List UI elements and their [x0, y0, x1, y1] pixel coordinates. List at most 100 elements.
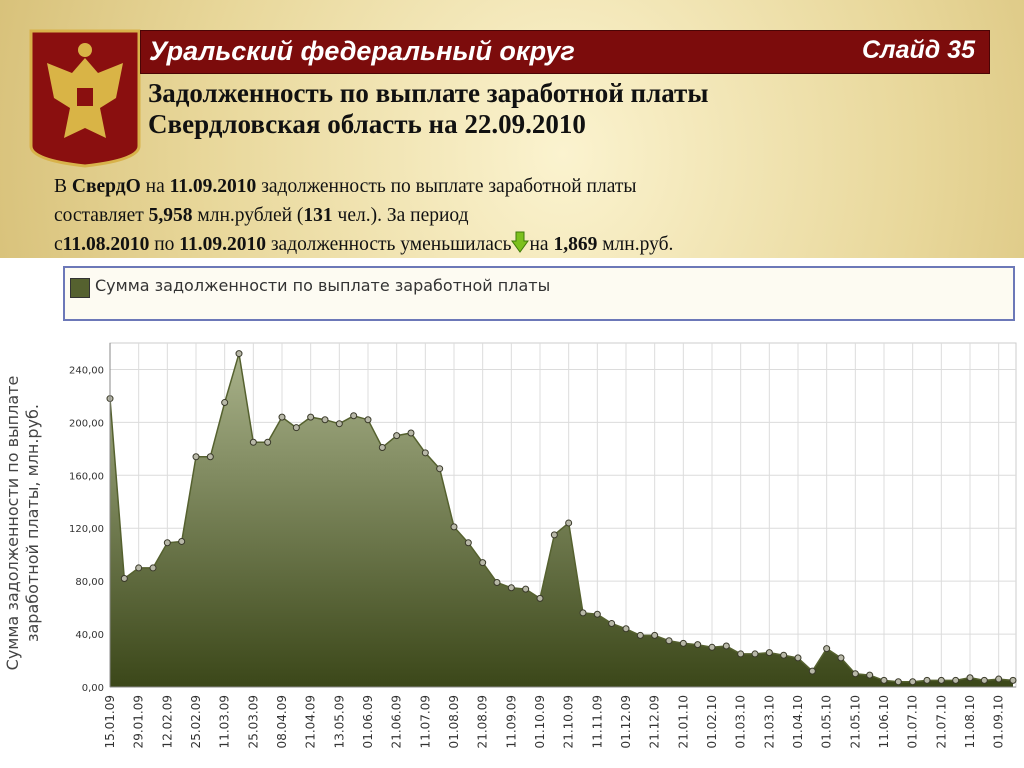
- x-tick-label: 29.01.09: [132, 695, 146, 748]
- x-tick-label: 25.02.09: [189, 695, 203, 748]
- x-tick-label: 21.06.09: [390, 695, 404, 748]
- y-tick-label: 40,00: [75, 630, 104, 641]
- point: [636, 631, 644, 639]
- point: [292, 424, 300, 432]
- point: [364, 416, 372, 424]
- point: [980, 676, 988, 684]
- x-tick-label: 01.03.10: [734, 695, 748, 748]
- text-run: млн.рублей (: [192, 205, 304, 226]
- legend-swatch: [70, 278, 90, 298]
- subtitle-line: Свердловская область на 22.09.2010: [148, 109, 586, 139]
- y-axis-label: Сумма задолженности по выплате заработно…: [3, 375, 42, 671]
- point: [421, 449, 429, 457]
- x-tick-label: 25.03.09: [246, 695, 260, 748]
- x-tick-label: 11.03.09: [218, 695, 232, 748]
- x-tick-label: 01.04.10: [791, 695, 805, 748]
- point: [608, 619, 616, 627]
- x-tick-label: 11.08.10: [963, 695, 977, 748]
- subtitle: Задолженность по выплате заработной плат…: [148, 78, 708, 140]
- point: [937, 676, 945, 684]
- text-run: задолженность по выплате заработной плат…: [256, 176, 637, 197]
- point: [550, 531, 558, 539]
- point: [249, 438, 257, 446]
- header-bar: Уральский федеральный округ Слайд 35: [140, 30, 990, 74]
- x-tick-label: 12.02.09: [160, 695, 174, 748]
- point: [823, 645, 831, 653]
- point: [307, 413, 315, 421]
- x-tick-label: 21.10.09: [562, 695, 576, 748]
- line: [109, 353, 1014, 683]
- slide-number: Слайд 35: [862, 36, 975, 64]
- x-tick-label: 01.08.09: [447, 695, 461, 748]
- y-tick-label: 160,00: [69, 471, 104, 482]
- text-run: на: [140, 176, 170, 197]
- text-run: составляет: [54, 205, 149, 226]
- point: [565, 519, 573, 527]
- point: [679, 639, 687, 647]
- y-tick-label: 240,00: [69, 365, 104, 376]
- y-tick-label: 120,00: [69, 524, 104, 535]
- emblem: [29, 29, 141, 168]
- text-run: на: [529, 234, 554, 255]
- text-run: 131: [303, 205, 333, 226]
- point: [794, 654, 802, 662]
- x-tick-label: 11.07.09: [418, 695, 432, 748]
- x-tick-label: 21.04.09: [304, 695, 318, 748]
- point: [579, 609, 587, 617]
- point: [1009, 676, 1017, 684]
- point: [221, 399, 229, 407]
- x-tick-label: 21.12.09: [648, 695, 662, 748]
- point: [192, 453, 200, 461]
- point: [393, 432, 401, 440]
- point: [851, 670, 859, 678]
- text-run: по: [149, 234, 180, 255]
- x-tick-label: 01.12.09: [619, 695, 633, 748]
- point: [995, 675, 1003, 683]
- x-tick-label: 21.05.10: [848, 695, 862, 748]
- x-tick-label: 01.05.10: [820, 695, 834, 748]
- x-tick-label: 21.01.10: [676, 695, 690, 748]
- subtitle-line: Задолженность по выплате заработной плат…: [148, 78, 709, 108]
- point: [866, 671, 874, 679]
- point: [593, 610, 601, 618]
- x-tick-label: 01.06.09: [361, 695, 375, 748]
- text-run: задолженность уменьшилась: [265, 234, 512, 255]
- point: [264, 438, 272, 446]
- text-run: млн.руб.: [597, 234, 674, 255]
- x-tick-label: 13.05.09: [332, 695, 346, 748]
- point: [120, 575, 128, 583]
- y-tick-label: 80,00: [75, 577, 104, 588]
- text-run: 5,958: [148, 205, 193, 226]
- point: [206, 453, 214, 461]
- x-tick-label: 01.02.10: [705, 695, 719, 748]
- header-title: Уральский федеральный округ: [149, 36, 575, 66]
- point: [708, 643, 716, 651]
- area: [110, 353, 1013, 687]
- point: [135, 564, 143, 572]
- x-tick-label: 11.06.10: [877, 695, 891, 748]
- legend: Сумма задолженности по выплате заработно…: [63, 266, 1015, 321]
- point: [665, 637, 673, 645]
- point: [335, 420, 343, 428]
- point: [235, 350, 243, 358]
- point: [722, 642, 730, 650]
- point: [536, 594, 544, 602]
- legend-label: Сумма задолженности по выплате заработно…: [95, 276, 551, 295]
- down-arrow-icon: [511, 231, 530, 253]
- chart: 15.01.09 29.01.09 12.02.09 25.02.09 11.03.09…: [69, 342, 1017, 748]
- point: [278, 413, 286, 421]
- text-run: чел.). За период: [332, 205, 469, 226]
- point: [765, 649, 773, 657]
- point: [837, 654, 845, 662]
- point: [149, 564, 157, 572]
- point: [651, 631, 659, 639]
- paragraph: В СвердО на 11.09.2010 задолженность по …: [54, 172, 673, 259]
- chart-panel: Сумма задолженности по выплате заработно…: [0, 258, 1024, 768]
- point: [622, 625, 630, 633]
- text-run: СвердО: [71, 176, 141, 197]
- x-tick-label: 21.03.10: [762, 695, 776, 748]
- text-run: с: [54, 234, 63, 255]
- text-run: 11.09.2010: [179, 234, 266, 255]
- point: [894, 678, 902, 686]
